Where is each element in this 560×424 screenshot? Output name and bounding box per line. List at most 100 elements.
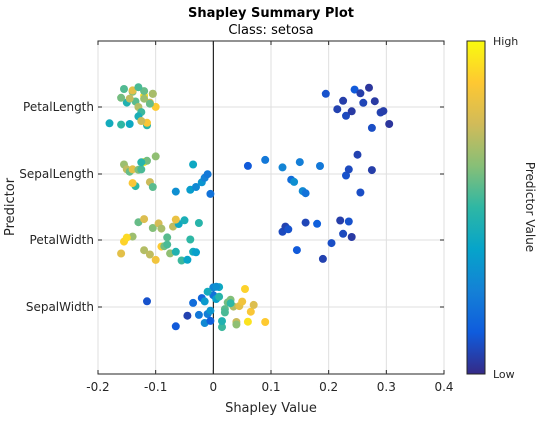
shapley-point-sepalwidth (203, 287, 212, 296)
shapley-point-petalwidth (117, 249, 126, 258)
shapley-point-sepallength (192, 183, 200, 191)
y-axis-ticks: PetalLength SepalLength PetalWidth SepalWid… (19, 100, 444, 314)
shapley-point-sepallength (316, 162, 324, 170)
shapley-point-petalwidth (145, 250, 154, 259)
shapley-point-sepallength (353, 150, 362, 159)
shapley-point-petallength (140, 94, 149, 103)
shapley-point-petalwidth (301, 218, 310, 227)
shapley-point-sepalwidth (249, 300, 258, 309)
colorbar-high-label: High (493, 35, 518, 48)
shapley-point-sepallength (278, 163, 287, 172)
shapley-point-petallength (145, 99, 154, 108)
shapley-point-petalwidth (157, 224, 166, 233)
shapley-point-petalwidth (186, 235, 195, 244)
shapley-point-petalwidth (194, 219, 203, 227)
shapley-point-sepallength (137, 165, 146, 174)
shapley-point-petallength (350, 85, 359, 94)
shapley-point-sepallength (171, 187, 180, 196)
shapley-point-sepallength (137, 158, 146, 167)
shapley-point-sepalwidth (194, 310, 203, 319)
shapley-point-petalwidth (339, 229, 348, 238)
shapley-point-petallength (125, 94, 134, 103)
shapley-point-sepalwidth (200, 297, 209, 306)
x-axis-ticks: -0.2 -0.1 0 0.1 0.2 0.3 0.4 (86, 41, 454, 394)
x-tick-label: 0.2 (319, 380, 338, 394)
shapley-point-sepallength (128, 165, 137, 174)
shapley-point-petallength (339, 96, 348, 105)
shapley-point-sepalwidth (189, 298, 198, 307)
shapley-point-sepallength (206, 189, 215, 198)
shapley-point-petalwidth (313, 219, 322, 228)
shapley-point-sepallength (344, 165, 353, 174)
shapley-point-petallength (359, 98, 368, 107)
shapley-point-petallength (342, 111, 350, 120)
colorbar (466, 40, 486, 375)
y-tick-label: SepalWidth (26, 300, 94, 314)
shapley-point-petalwidth (171, 215, 180, 224)
shapley-point-sepalwidth (241, 285, 249, 293)
y-tick-label: PetalLength (23, 100, 94, 114)
shapley-point-petallength (148, 89, 157, 98)
shapley-point-petallength (365, 83, 373, 92)
shapley-point-petalwidth (163, 240, 172, 249)
data-points (105, 83, 394, 332)
shapley-point-petalwidth (318, 254, 327, 263)
x-axis-label: Shapley Value (225, 401, 317, 416)
shapley-point-sepalwidth (226, 299, 235, 308)
y-tick-label: PetalWidth (30, 233, 94, 247)
shapley-point-sepalwidth (143, 297, 151, 306)
shapley-point-petalwidth (148, 224, 157, 232)
shapley-point-sepalwidth (183, 311, 192, 320)
colorbar-label: Predictor Value (523, 162, 537, 252)
shapley-point-sepalwidth (212, 282, 221, 291)
shapley-point-sepalwidth (232, 320, 241, 329)
shapley-point-petalwidth (171, 247, 180, 256)
shapley-point-sepalwidth (220, 308, 229, 317)
shapley-point-petalwidth (183, 255, 192, 264)
shapley-point-sepalwidth (243, 317, 252, 326)
shapley-point-petallength (137, 117, 146, 125)
shapley-point-sepallength (295, 158, 304, 167)
shapley-point-sepallength (189, 160, 198, 169)
shapley-point-petallength (117, 120, 126, 129)
shapley-point-petalwidth (347, 233, 356, 241)
chart-title: Shapley Summary Plot (188, 6, 354, 21)
shapley-point-petallength (117, 93, 126, 102)
shapley-point-sepalwidth (238, 297, 247, 306)
shapley-point-sepalwidth (261, 318, 270, 326)
shapley-point-petallength (370, 97, 379, 106)
shapley-point-sepallength (151, 152, 160, 161)
x-tick-label: 0.1 (261, 380, 280, 394)
shapley-point-sepalwidth (206, 316, 215, 325)
colorbar-low-label: Low (493, 368, 515, 381)
shapley-point-petallength (140, 87, 149, 96)
shapley-point-petalwidth (151, 255, 160, 264)
x-tick-label: 0 (210, 380, 218, 394)
shapley-point-sepallength (128, 179, 137, 188)
shapley-point-petallength (105, 119, 114, 128)
shapley-point-sepallength (356, 188, 365, 197)
shapley-point-petalwidth (336, 216, 345, 225)
shapley-point-sepalwidth (246, 307, 255, 316)
shapley-point-petalwidth (163, 233, 172, 242)
shapley-point-sepalwidth (218, 317, 226, 326)
shapley-point-sepallength (261, 155, 270, 164)
x-tick-label: -0.1 (144, 380, 167, 394)
shapley-point-sepalwidth (218, 323, 226, 332)
shapley-point-sepallength (367, 166, 376, 175)
shapley-point-sepallength (301, 189, 310, 198)
x-tick-label: 0.3 (377, 380, 396, 394)
y-tick-label: SepalLength (19, 167, 94, 181)
shapley-point-petalwidth (122, 233, 131, 242)
shapley-point-petalwidth (180, 216, 189, 225)
y-axis-label: Predictor (3, 177, 18, 236)
shapley-point-petalwidth (192, 248, 200, 257)
shapley-point-petalwidth (177, 256, 186, 265)
shapley-point-sepallength (148, 183, 157, 191)
chart-subtitle: Class: setosa (228, 23, 313, 38)
shapley-point-petallength (125, 120, 134, 128)
shapley-point-sepallength (203, 170, 212, 179)
shapley-point-petalwidth (140, 215, 149, 224)
